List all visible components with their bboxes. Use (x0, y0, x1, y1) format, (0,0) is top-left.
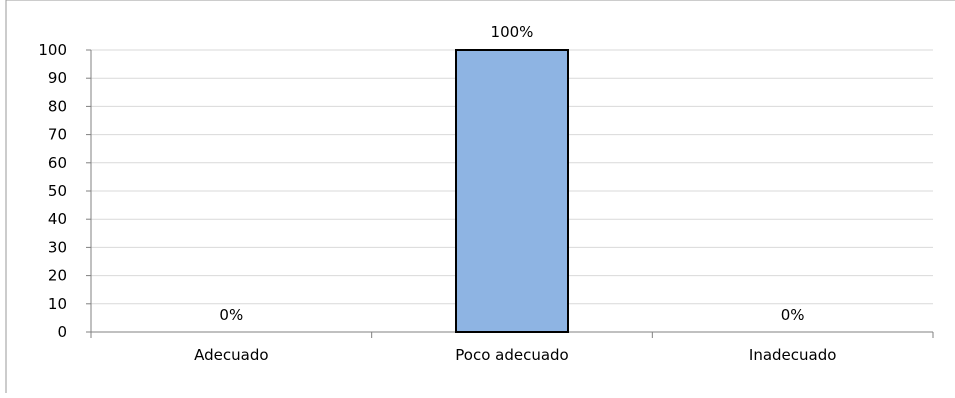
data-label: 100% (491, 23, 534, 41)
y-tick-labels: 0 10 20 30 40 50 60 70 80 90 100 (38, 41, 67, 341)
y-tick-label: 80 (48, 97, 67, 115)
y-tick-label: 90 (48, 69, 67, 87)
y-tick-label: 10 (48, 295, 67, 313)
x-tick-labels: Adecuado Poco adecuado Inadecuado (194, 346, 836, 364)
data-label: 0% (219, 306, 243, 324)
bars (455, 49, 569, 333)
data-label: 0% (781, 306, 805, 324)
x-tick-label: Inadecuado (749, 346, 837, 364)
y-tick-label: 50 (48, 182, 67, 200)
y-tick-label: 70 (48, 126, 67, 144)
y-tick-label: 30 (48, 238, 67, 256)
y-tick-label: 20 (48, 267, 67, 285)
x-tick-label: Adecuado (194, 346, 268, 364)
y-tick-label: 100 (38, 41, 67, 59)
bar (455, 49, 569, 333)
y-tick-label: 0 (57, 323, 67, 341)
x-tick-label: Poco adecuado (455, 346, 568, 364)
y-tick-label: 40 (48, 210, 67, 228)
data-labels: 0% 100% 0% (219, 23, 804, 324)
chart-border (5, 0, 955, 393)
y-tick-label: 60 (48, 154, 67, 172)
